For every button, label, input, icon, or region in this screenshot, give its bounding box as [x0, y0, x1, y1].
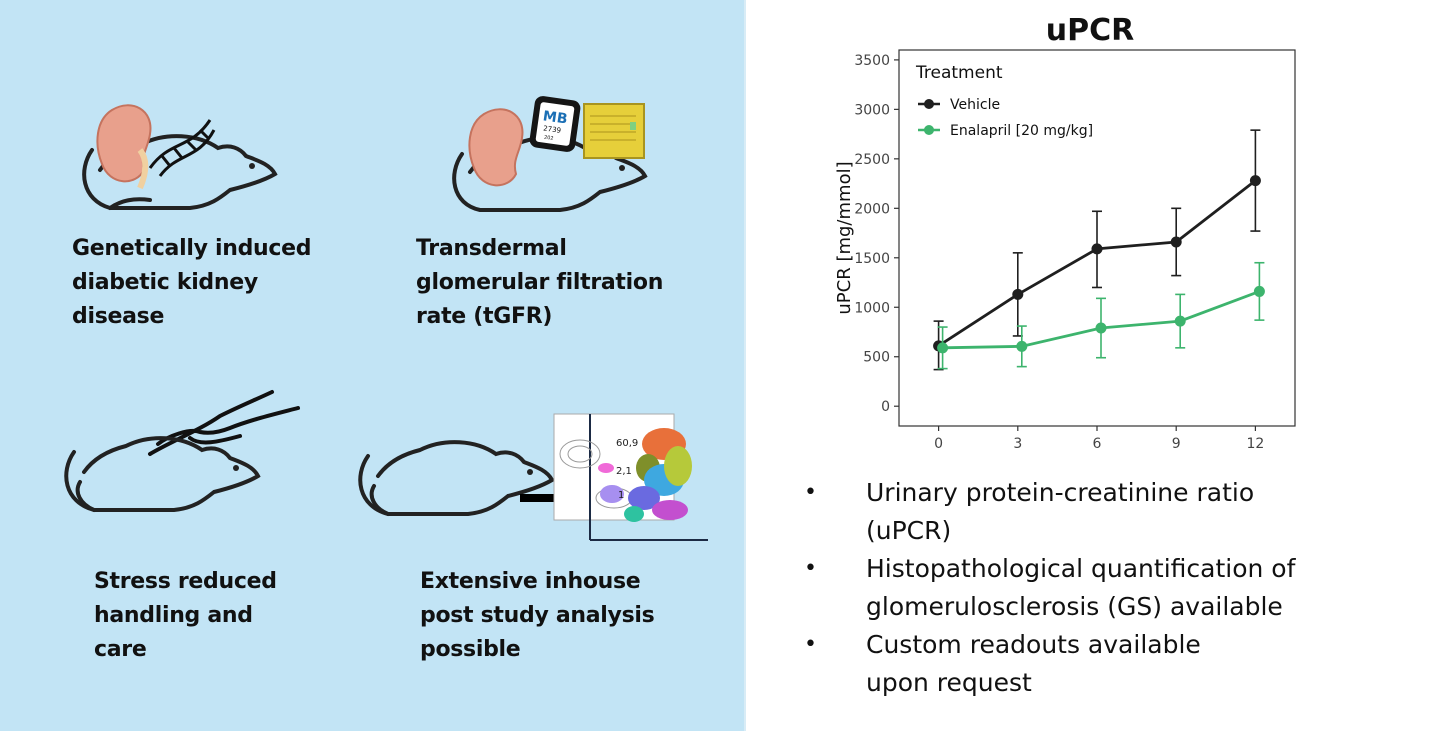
mouse-body-outline — [82, 134, 278, 210]
data-point-vehicle-6 — [1091, 243, 1103, 255]
feature-caption-handling: Stress reduced handling and care — [94, 569, 277, 662]
mouse-eye — [619, 165, 625, 171]
mouse-body-outline — [64, 436, 261, 512]
mouse-tail-outline — [369, 484, 390, 516]
y-axis-label: uPCR [mg/mmol] — [834, 161, 855, 314]
hand-outline — [148, 390, 300, 456]
data-point-enalapril-0 — [937, 342, 949, 354]
bullet-text-upcr: Urinary protein-creatinine ratio (uPCR) — [866, 478, 1255, 545]
series-layer — [933, 129, 1265, 371]
legend-swatch-dot-enalapril — [924, 125, 934, 135]
feature-caption-tgfr: Transdermal glomerular filtration rate (… — [416, 236, 664, 329]
bullet-text-histopathology: Histopathological quantification of glom… — [866, 554, 1296, 621]
ureter-shape — [137, 148, 149, 190]
x-tick-label-3: 3 — [1013, 436, 1022, 452]
mouse-eye — [249, 163, 255, 169]
y-tick-label-500: 500 — [863, 350, 890, 366]
bullet-dot: • — [804, 632, 817, 657]
analysis-mouse-illustration: 60,9 2,1 1 — [358, 413, 708, 541]
feature-caption-genetic: Genetically induced diabetic kidney dise… — [72, 236, 312, 329]
data-point-vehicle-3 — [1012, 288, 1024, 300]
y-tick-label-2500: 2500 — [854, 152, 890, 168]
x-tick-label-0: 0 — [934, 436, 943, 452]
series-0 — [933, 129, 1261, 371]
mouse-eye — [233, 465, 239, 471]
data-point-enalapril-3 — [1016, 340, 1028, 352]
legend-swatch-dot-vehicle — [924, 99, 934, 109]
upcr-line-chart: uPCR 0 500 1000 1500 2000 2500 3000 3500 0 3 6 9 12… — [834, 13, 1296, 452]
chart-title: uPCR — [1046, 13, 1134, 48]
bullet-dot: • — [804, 556, 817, 581]
flow-label-3: 1 — [618, 490, 624, 501]
flow-label-1: 60,9 — [616, 438, 638, 449]
sensor-line2-text: 202 — [544, 135, 554, 142]
sensor-brand-text: MB — [542, 108, 569, 127]
features-panel: MB 2739 202 — [0, 0, 746, 731]
cluster-blobs — [598, 428, 692, 522]
readout-bullet-list: • Urinary protein-creatinine ratio (uPCR)… — [800, 474, 1420, 702]
legend-item-vehicle: Vehicle — [918, 97, 1000, 113]
bullet-text-custom: Custom readouts available upon request — [866, 630, 1201, 697]
data-point-vehicle-12 — [1249, 175, 1261, 187]
bullet-item-custom: • Custom readouts available upon request — [800, 626, 1420, 702]
flow-label-2: 2,1 — [616, 466, 632, 477]
kidney-shape — [468, 108, 524, 187]
gfr-sensor-label-bg — [535, 102, 575, 146]
x-tick-label-6: 6 — [1093, 436, 1102, 452]
bullet-item-histopathology: • Histopathological quantification of glo… — [800, 550, 1420, 626]
x-tick-label-12: 12 — [1246, 436, 1264, 452]
legend: Treatment Vehicle Enalapril [20 mg/kg] — [915, 63, 1093, 139]
kidney-device-mouse-illustration: MB 2739 202 — [452, 96, 648, 212]
y-axis: 0 500 1000 1500 2000 2500 3000 3500 — [854, 53, 899, 415]
y-tick-label-1000: 1000 — [854, 300, 890, 316]
legend-label-enalapril: Enalapril [20 mg/kg] — [950, 123, 1093, 139]
y-tick-label-1500: 1500 — [854, 251, 890, 267]
data-point-enalapril-6 — [1095, 322, 1107, 334]
bullet-dot: • — [804, 480, 817, 505]
mouse-tail-outline — [108, 197, 152, 210]
kidney-dna-mouse-illustration — [82, 104, 278, 210]
data-point-vehicle-9 — [1170, 236, 1182, 248]
legend-item-enalapril: Enalapril [20 mg/kg] — [918, 123, 1093, 139]
battery-pack-icon — [583, 103, 645, 159]
series-1 — [937, 261, 1265, 370]
y-tick-label-3500: 3500 — [854, 53, 890, 69]
data-point-enalapril-12 — [1253, 285, 1265, 297]
y-tick-label-2000: 2000 — [854, 201, 890, 217]
y-tick-label-0: 0 — [881, 399, 890, 415]
x-tick-label-9: 9 — [1172, 436, 1181, 452]
legend-label-vehicle: Vehicle — [950, 97, 1000, 113]
feature-caption-analysis: Extensive inhouse post study analysis po… — [420, 569, 655, 662]
dna-helix-icon — [148, 119, 216, 177]
bullet-item-upcr: • Urinary protein-creatinine ratio (uPCR) — [800, 474, 1420, 550]
legend-title: Treatment — [915, 63, 1003, 83]
hand-mouse-illustration — [64, 390, 300, 512]
mouse-body-outline — [452, 136, 648, 212]
mouse-body-outline — [358, 440, 555, 516]
data-point-enalapril-9 — [1174, 315, 1186, 327]
x-axis: 0 3 6 9 12 — [934, 426, 1264, 452]
mouse-tail-outline — [75, 480, 96, 512]
sensor-line1-text: 2739 — [543, 124, 562, 134]
mouse-eye — [527, 469, 533, 475]
y-tick-label-3000: 3000 — [854, 102, 890, 118]
